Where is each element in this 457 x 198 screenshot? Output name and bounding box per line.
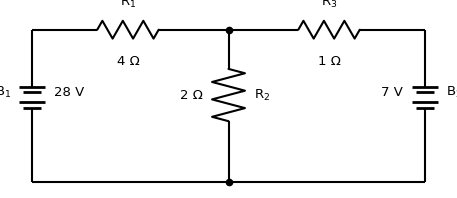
- Text: B$_1$: B$_1$: [0, 85, 11, 100]
- Text: 7 V: 7 V: [381, 86, 403, 99]
- Text: R$_1$: R$_1$: [120, 0, 136, 10]
- Text: 4 Ω: 4 Ω: [117, 55, 139, 69]
- Text: B$_2$: B$_2$: [446, 85, 457, 100]
- Text: 2 Ω: 2 Ω: [181, 89, 203, 102]
- Text: R$_2$: R$_2$: [254, 88, 270, 103]
- Text: 1 Ω: 1 Ω: [318, 55, 340, 69]
- Text: 28 V: 28 V: [54, 86, 84, 99]
- Text: R$_3$: R$_3$: [321, 0, 337, 10]
